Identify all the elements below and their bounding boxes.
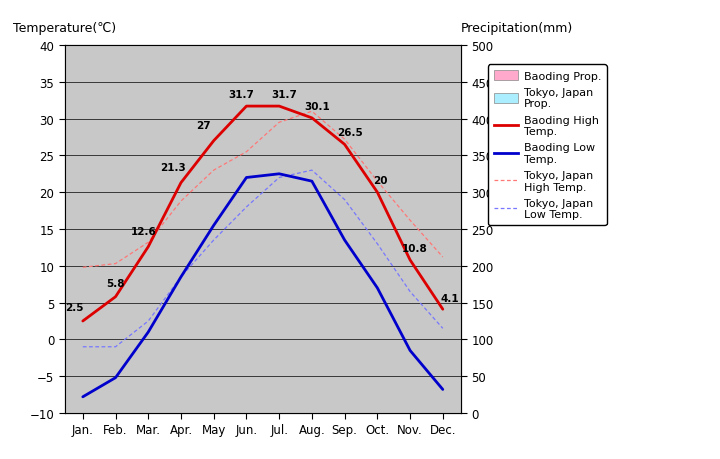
Text: 31.7: 31.7 — [228, 90, 254, 100]
Bar — [83, 411, 92, 413]
Text: 27: 27 — [197, 120, 211, 130]
Text: Precipitation(mm): Precipitation(mm) — [461, 22, 573, 35]
Bar — [107, 372, 115, 413]
Bar — [214, 389, 223, 413]
Bar — [336, 259, 345, 413]
Bar — [279, 317, 288, 413]
Bar — [270, 300, 279, 413]
Bar — [246, 357, 256, 413]
Text: 31.7: 31.7 — [271, 90, 297, 100]
Bar — [443, 411, 452, 413]
Text: 30.1: 30.1 — [304, 101, 330, 111]
Bar — [345, 378, 354, 413]
Bar — [238, 290, 246, 413]
Text: 20: 20 — [374, 175, 388, 185]
Bar — [148, 406, 158, 413]
Legend: Baoding Prop., Tokyo, Japan
Prop., Baoding High
Temp., Baoding Low
Temp., Tokyo,: Baoding Prop., Tokyo, Japan Prop., Baodi… — [488, 65, 606, 225]
Text: Temperature(℃): Temperature(℃) — [13, 22, 117, 35]
Text: 4.1: 4.1 — [440, 294, 459, 304]
Bar — [172, 322, 181, 413]
Bar — [433, 375, 443, 413]
Bar — [181, 395, 190, 413]
Bar — [368, 268, 377, 413]
Bar — [115, 408, 125, 413]
Text: 26.5: 26.5 — [337, 128, 362, 138]
Bar — [204, 312, 214, 413]
Bar — [377, 397, 387, 413]
Text: 21.3: 21.3 — [160, 162, 186, 172]
Bar — [302, 290, 312, 413]
Bar — [401, 345, 410, 413]
Text: 10.8: 10.8 — [402, 243, 428, 253]
Bar — [312, 330, 321, 413]
Text: 2.5: 2.5 — [66, 302, 84, 313]
Text: 5.8: 5.8 — [107, 278, 125, 288]
Text: 12.6: 12.6 — [130, 226, 156, 236]
Bar — [73, 375, 83, 413]
Bar — [139, 327, 148, 413]
Bar — [410, 406, 419, 413]
